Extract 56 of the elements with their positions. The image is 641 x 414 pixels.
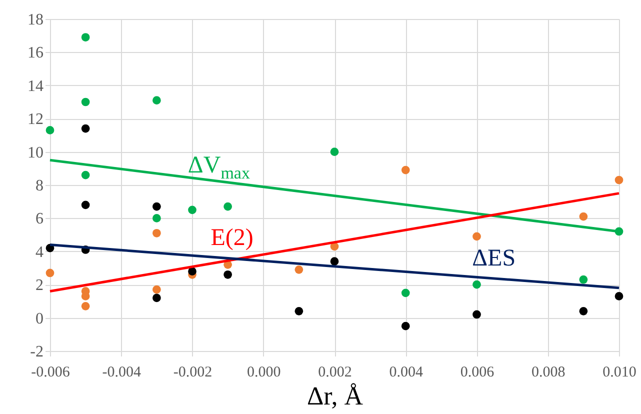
point bbox=[46, 126, 54, 134]
point bbox=[152, 96, 161, 105]
point bbox=[224, 270, 232, 279]
point bbox=[579, 212, 588, 221]
point bbox=[401, 322, 410, 330]
point bbox=[81, 124, 90, 133]
y-tick-label: 4 bbox=[36, 244, 44, 261]
x-tick-label: 0.002 bbox=[318, 364, 352, 380]
point bbox=[152, 294, 161, 302]
point bbox=[579, 275, 588, 284]
x-tick-label: -0.002 bbox=[173, 364, 212, 380]
point bbox=[152, 285, 161, 294]
point bbox=[152, 228, 161, 238]
x-tick-label: -0.006 bbox=[31, 364, 70, 380]
y-tick-label: 0 bbox=[36, 310, 44, 328]
point bbox=[294, 265, 304, 274]
point bbox=[81, 302, 90, 310]
point bbox=[81, 200, 90, 210]
point bbox=[401, 166, 410, 174]
x-tick-label: 0.008 bbox=[532, 364, 566, 380]
point bbox=[472, 232, 481, 241]
point bbox=[614, 292, 624, 300]
y-tick-label: 8 bbox=[36, 178, 44, 194]
y-tick-label: 14 bbox=[28, 78, 44, 95]
point bbox=[472, 280, 481, 289]
point bbox=[579, 306, 588, 316]
point bbox=[81, 33, 90, 42]
point bbox=[472, 310, 481, 319]
y-tick-label: 6 bbox=[36, 210, 44, 228]
y-tick-label: 12 bbox=[28, 111, 44, 128]
x-tick-label: 0.004 bbox=[389, 364, 424, 380]
point bbox=[81, 98, 90, 106]
y-tick-label: 16 bbox=[28, 44, 44, 62]
y-tick-label: 2 bbox=[36, 277, 44, 294]
series-label: E(2) bbox=[210, 224, 254, 251]
x-tick-label: -0.004 bbox=[102, 364, 142, 380]
point bbox=[294, 306, 304, 316]
point bbox=[614, 176, 624, 184]
point bbox=[188, 267, 196, 276]
point bbox=[330, 148, 339, 156]
point bbox=[81, 170, 90, 180]
point bbox=[330, 257, 339, 266]
point bbox=[188, 206, 196, 214]
y-tick-label: 18 bbox=[28, 12, 44, 28]
point bbox=[152, 214, 161, 222]
point bbox=[401, 288, 410, 298]
series-label: ΔES bbox=[472, 245, 516, 272]
y-tick-label: 10 bbox=[28, 144, 44, 162]
x-axis-title: Δr, Å bbox=[306, 382, 364, 410]
point bbox=[224, 202, 232, 211]
y-tick-label: -2 bbox=[30, 344, 44, 360]
point bbox=[152, 202, 161, 211]
x-tick-label: 0.010 bbox=[602, 364, 636, 380]
x-tick-label: 0.000 bbox=[247, 364, 281, 380]
x-tick-label: 0.006 bbox=[460, 364, 495, 380]
point bbox=[46, 268, 54, 278]
